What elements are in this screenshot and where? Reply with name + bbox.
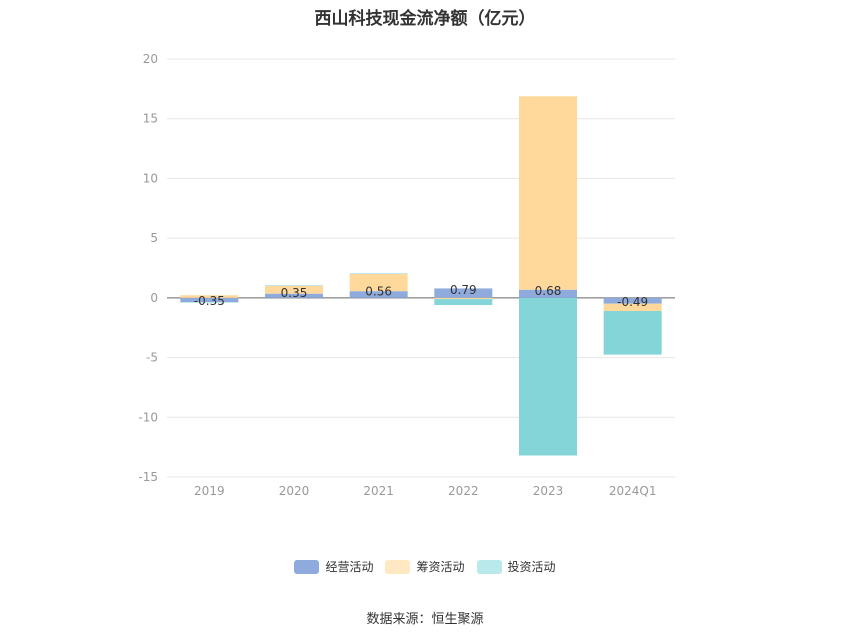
bar-segment <box>265 285 323 286</box>
legend-swatch-operating <box>294 559 320 574</box>
legend-item-financing[interactable]: 筹资活动 <box>385 558 465 575</box>
bar-segment <box>434 288 493 298</box>
data-label: -0.49 <box>617 295 648 309</box>
bar-segment <box>349 273 408 274</box>
y-tick-label: 0 <box>150 291 158 305</box>
data-label: 0.68 <box>535 284 562 298</box>
bar-segment <box>603 303 662 311</box>
x-tick-label: 2024Q1 <box>609 484 657 498</box>
x-tick-label: 2020 <box>279 484 310 498</box>
bar-segment <box>349 273 408 292</box>
x-tick-label: 2019 <box>194 484 225 498</box>
bar-segment <box>603 310 662 355</box>
bar-segment <box>180 302 239 303</box>
bar-segment <box>519 96 577 290</box>
bar-segment <box>519 289 577 298</box>
y-tick-label: 20 <box>143 52 158 66</box>
legend-item-operating[interactable]: 经营活动 <box>294 558 373 575</box>
bar-segment <box>434 297 493 300</box>
bar-segment <box>265 285 323 294</box>
legend-label-investing: 投资活动 <box>507 560 556 574</box>
bar-segment <box>265 293 323 298</box>
chart-legend: 经营活动 筹资活动 投资活动 <box>0 558 850 575</box>
y-tick-label: 15 <box>143 112 158 126</box>
data-label: -0.35 <box>194 294 225 308</box>
x-tick-label: 2023 <box>533 484 564 498</box>
bar-segment <box>434 299 493 306</box>
bar-segment <box>180 295 239 298</box>
bar-segment <box>349 291 408 298</box>
data-label: 0.79 <box>450 283 477 297</box>
y-tick-label: 5 <box>150 231 158 245</box>
data-label: 0.56 <box>365 285 392 299</box>
chart-title: 西山科技现金流净额（亿元） <box>314 9 536 29</box>
y-tick-label: -10 <box>138 410 158 424</box>
bar-segment <box>519 297 577 456</box>
y-tick-label: 10 <box>143 171 158 185</box>
bar-segment <box>180 297 239 303</box>
data-source: 数据来源：恒生聚源 <box>366 612 484 627</box>
y-tick-label: -15 <box>138 470 158 484</box>
legend-item-investing[interactable]: 投资活动 <box>476 558 556 575</box>
legend-swatch-investing <box>476 559 502 574</box>
x-tick-label: 2021 <box>363 484 394 498</box>
legend-swatch-financing <box>385 559 411 574</box>
y-tick-label: -5 <box>146 351 158 365</box>
legend-label-operating: 经营活动 <box>325 560 374 574</box>
x-tick-label: 2022 <box>448 484 479 498</box>
bar-segment <box>603 297 662 304</box>
cash-flow-chart: 20 15 10 5 0 -5 -10 -15 2019 -0.35 2020 0.35 2021 0.5… <box>138 52 675 498</box>
data-label: 0.35 <box>281 286 308 300</box>
legend-label-financing: 筹资活动 <box>416 560 465 574</box>
